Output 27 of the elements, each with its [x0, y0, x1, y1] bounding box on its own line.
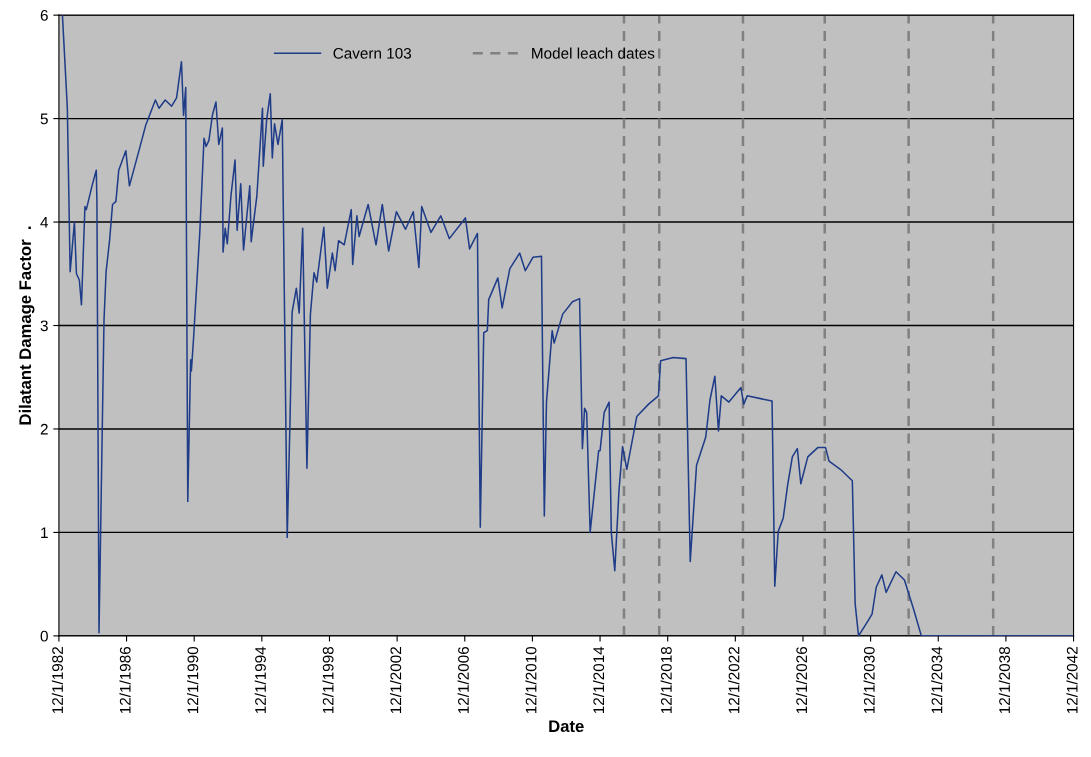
y-tick-label: 2 [40, 423, 48, 435]
x-tick-label: 12/1/2010 [525, 646, 537, 714]
x-tick-label: 12/1/2038 [998, 646, 1010, 714]
x-axis-title: Date [549, 720, 584, 733]
x-tick-label: 12/1/1994 [254, 646, 266, 714]
legend-label: Cavern 103 [333, 47, 412, 59]
y-tick-label: 5 [40, 113, 48, 125]
x-tick-label: 12/1/2026 [795, 646, 808, 714]
y-tick-label: 4 [40, 217, 49, 228]
x-tick-label: 12/1/1986 [119, 646, 131, 714]
y-tick-label: 0 [40, 630, 48, 642]
y-axis-title: Dilatant Damage Factor . [18, 226, 35, 425]
x-tick-label: 12/1/1982 [51, 647, 64, 714]
x-tick-label: 12/1/2030 [863, 646, 875, 714]
x-tick-label: 12/1/2018 [660, 646, 672, 714]
y-tick-label: 6 [40, 10, 48, 21]
x-tick-label: 12/1/2014 [592, 646, 605, 714]
x-tick-label: 12/1/2034 [931, 646, 943, 714]
y-tick-label: 1 [41, 527, 48, 538]
x-tick-label: 12/1/2006 [457, 646, 469, 714]
ref-line-label: Model leach dates [532, 47, 655, 59]
x-tick-label: 12/1/1998 [322, 646, 334, 714]
x-tick-label: 12/1/2042 [1066, 647, 1078, 714]
x-tick-label: 12/1/1990 [187, 646, 199, 714]
x-tick-label: 12/1/2022 [728, 647, 740, 714]
x-tick-label: 12/1/2002 [390, 647, 402, 714]
y-tick-label: 3 [40, 320, 48, 332]
